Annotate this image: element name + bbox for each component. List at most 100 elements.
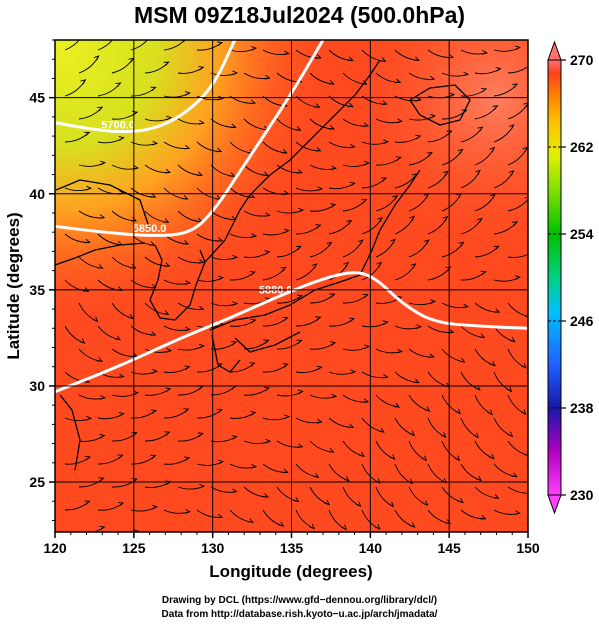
streamline xyxy=(64,40,80,51)
streamline-arrow xyxy=(184,326,191,332)
streamline-arrow xyxy=(348,317,356,323)
streamline-arrow xyxy=(183,240,190,245)
streamline xyxy=(178,533,202,542)
streamline-arrow xyxy=(282,363,289,368)
contour-label: 5850.0 xyxy=(133,223,167,235)
streamline-arrow xyxy=(380,57,387,62)
streamline-arrow xyxy=(283,228,290,234)
streamline-arrow xyxy=(86,415,93,421)
streamline-arrow xyxy=(479,333,486,339)
streamline-arrow xyxy=(315,147,322,152)
streamline-arrow xyxy=(529,528,534,532)
streamline-arrow xyxy=(315,224,322,229)
streamline-arrow xyxy=(476,475,482,482)
streamline-arrow xyxy=(427,541,432,545)
streamline-arrow xyxy=(524,312,528,318)
streamline-arrow xyxy=(231,340,238,346)
streamline-arrow xyxy=(216,41,224,47)
streamline-arrow xyxy=(250,463,257,469)
streamline-arrow xyxy=(374,524,381,530)
streamline-arrow xyxy=(130,264,137,269)
streamline-arrow xyxy=(151,504,158,510)
streamline xyxy=(507,65,528,74)
streamline-arrow xyxy=(490,361,496,367)
streamline-arrow xyxy=(232,70,239,76)
streamline-arrow xyxy=(409,215,415,222)
streamline-arrow xyxy=(249,193,256,198)
streamline-arrow xyxy=(428,353,435,358)
x-tick-label: 135 xyxy=(280,540,304,556)
streamline-arrow xyxy=(508,124,515,130)
streamline-arrow xyxy=(150,331,157,336)
streamline-arrow xyxy=(99,214,106,219)
streamline-arrow xyxy=(562,485,567,489)
streamline-arrow xyxy=(514,510,521,516)
streamline-arrow xyxy=(280,266,287,272)
streamline-arrow xyxy=(395,156,402,161)
streamline-arrow xyxy=(147,34,152,38)
streamline-arrow xyxy=(79,32,84,37)
streamline-arrow xyxy=(98,477,105,482)
streamline-arrow xyxy=(429,113,436,119)
streamline-arrow xyxy=(348,423,355,429)
streamline-arrow xyxy=(416,324,423,329)
streamline-arrow xyxy=(311,263,318,269)
streamline-arrow xyxy=(163,61,170,67)
streamline-arrow xyxy=(457,148,464,154)
streamline-arrow xyxy=(423,239,430,245)
streamline-arrow xyxy=(480,270,487,276)
streamline-arrow xyxy=(381,100,388,105)
streamline-arrow xyxy=(396,348,404,354)
streamline-arrow xyxy=(541,340,546,345)
streamline-arrow xyxy=(296,294,304,300)
streamline-arrow xyxy=(132,390,140,396)
y-axis-ticks: 25 30 35 40 45 xyxy=(29,39,55,521)
streamline-arrow xyxy=(113,33,118,38)
streamline-arrow xyxy=(232,254,239,260)
streamline-arrow xyxy=(217,459,225,465)
streamline-arrow xyxy=(364,160,371,166)
contour-label: 5880.0 xyxy=(259,285,293,297)
coastlines xyxy=(55,59,471,471)
streamline-arrow xyxy=(475,169,481,176)
streamline-arrow xyxy=(350,369,357,375)
streamline-arrow xyxy=(424,406,431,412)
colorbar-top-arrow xyxy=(547,40,562,61)
streamline-arrow xyxy=(217,95,225,101)
streamline-arrow xyxy=(118,412,125,417)
streamline-arrow xyxy=(295,245,302,251)
streamline-arrow xyxy=(250,318,257,324)
streamline-arrow xyxy=(150,86,157,92)
streamline-arrow xyxy=(149,241,156,246)
streamline-arrow xyxy=(422,500,429,506)
streamline-arrow xyxy=(150,193,157,198)
streamline-arrow xyxy=(232,301,239,306)
streamline-arrow xyxy=(217,275,225,281)
contour-line xyxy=(55,40,325,237)
streamline-arrow xyxy=(383,139,390,145)
streamline xyxy=(244,533,264,550)
streamline-arrow xyxy=(382,320,389,325)
y-tick-label: 35 xyxy=(29,282,45,298)
streamline-arrow xyxy=(522,146,528,153)
streamline-arrow xyxy=(251,46,258,51)
streamline-arrow xyxy=(132,165,139,170)
streamline xyxy=(526,371,528,376)
streamline xyxy=(526,187,528,189)
streamline-arrow xyxy=(117,454,124,459)
streamline-arrow xyxy=(481,50,488,55)
streamline-arrow xyxy=(86,185,93,191)
streamline-arrow xyxy=(462,303,469,309)
streamline-arrow xyxy=(341,524,347,531)
streamline-arrow xyxy=(230,123,237,129)
streamline-arrow xyxy=(540,387,545,392)
streamline-arrow xyxy=(441,477,447,484)
streamline-arrow xyxy=(231,434,238,440)
streamline-arrow xyxy=(363,344,371,350)
streamline xyxy=(310,533,327,553)
streamline-arrow xyxy=(249,271,256,276)
streamline-arrow xyxy=(328,125,336,130)
streamline-arrow xyxy=(547,41,552,45)
streamline-arrow xyxy=(392,195,399,201)
streamline-arrow xyxy=(493,494,500,499)
